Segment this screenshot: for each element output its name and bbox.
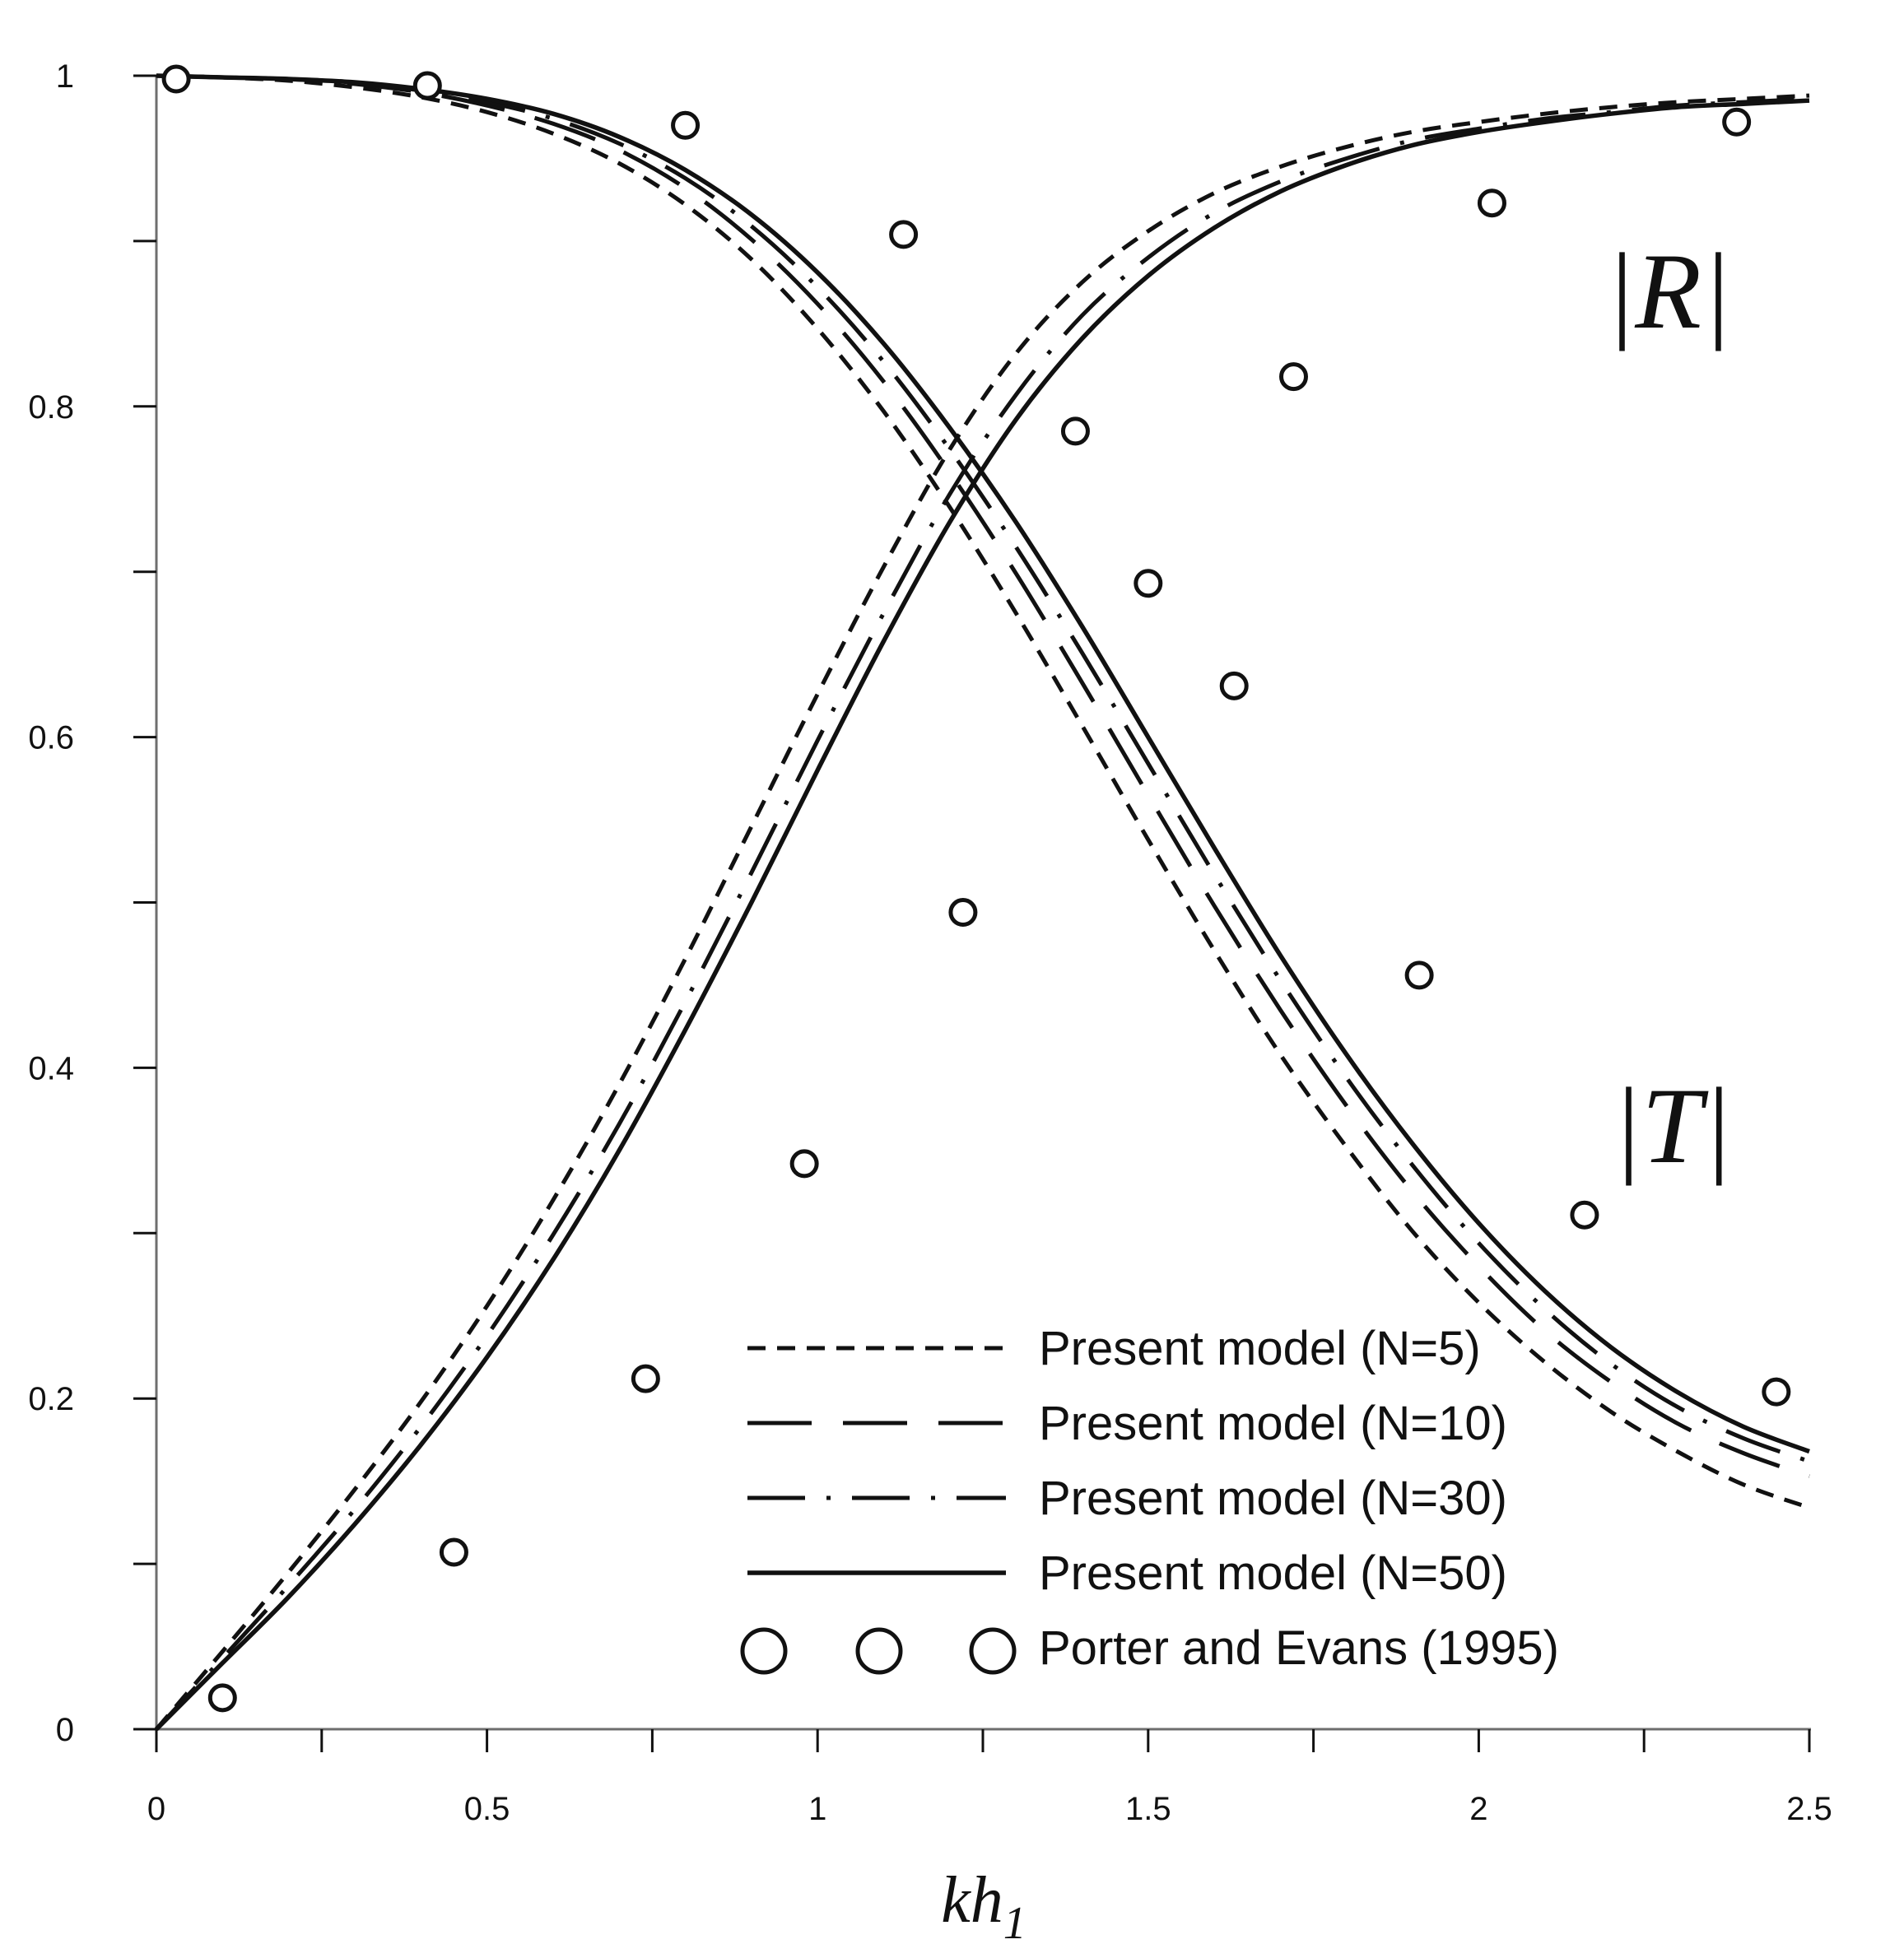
legend-marker xyxy=(740,1627,788,1675)
data-point-marker xyxy=(412,71,442,100)
series-line-r-1 xyxy=(156,73,1810,1510)
data-point-marker xyxy=(1060,416,1090,446)
legend-item: Present model (N=5) xyxy=(747,1322,1481,1375)
series-line-r-3 xyxy=(156,73,1810,1463)
curves xyxy=(155,73,1810,1731)
data-point-marker xyxy=(1477,188,1506,218)
legend-label: Porter and Evans (1995) xyxy=(1039,1621,1559,1675)
data-point-marker xyxy=(889,220,919,249)
markers xyxy=(161,64,1791,1713)
legend-label: Present model (N=5) xyxy=(1039,1322,1481,1375)
data-point-marker xyxy=(1762,1377,1791,1407)
data-point-marker xyxy=(439,1537,468,1567)
legend-item: Present model (N=30) xyxy=(747,1472,1507,1525)
series-line-r-4 xyxy=(156,73,1810,1454)
y-tick-label: 0.6 xyxy=(28,720,74,756)
data-point-marker xyxy=(207,1683,237,1713)
curve-label-t: |T| xyxy=(1612,1065,1732,1186)
series-line-t-1 xyxy=(155,93,1810,1731)
legend-label: Present model (N=30) xyxy=(1039,1472,1507,1525)
axes: 0 0.5 1 1.5 2 2.5 0 0.2 0.4 0.6 0.8 1 xyxy=(28,58,1832,1827)
series-line-t-3 xyxy=(155,96,1810,1731)
data-point-marker xyxy=(948,898,978,928)
legend-item: Present model (N=10) xyxy=(747,1397,1507,1450)
legend: Present model (N=5) Present model (N=10) P… xyxy=(740,1322,1559,1675)
series-line-t-4 xyxy=(155,98,1810,1731)
legend-marker xyxy=(969,1627,1017,1675)
x-tick-label: 0.5 xyxy=(464,1791,510,1827)
data-point-marker xyxy=(1219,671,1249,700)
x-axis-title: kh1 xyxy=(941,1864,1026,1949)
data-point-marker xyxy=(1404,960,1434,990)
x-tick-label: 1.5 xyxy=(1125,1791,1171,1827)
data-point-marker xyxy=(1134,569,1163,598)
y-tick-label: 0.4 xyxy=(28,1050,74,1086)
legend-label: Present model (N=50) xyxy=(1039,1546,1507,1600)
x-tick-label: 0 xyxy=(147,1791,165,1827)
data-point-marker xyxy=(631,1364,660,1393)
data-point-marker xyxy=(671,110,701,140)
curve-label-r: |R| xyxy=(1605,230,1731,351)
y-tick-label: 0.8 xyxy=(28,389,74,426)
data-point-marker xyxy=(1722,107,1752,137)
data-point-marker xyxy=(789,1149,819,1179)
data-point-marker xyxy=(1570,1200,1599,1230)
legend-item: Present model (N=50) xyxy=(747,1546,1507,1600)
legend-marker xyxy=(855,1627,903,1675)
y-tick-label: 0.2 xyxy=(28,1381,74,1417)
x-tick-label: 1 xyxy=(808,1791,826,1827)
x-tick-label: 2 xyxy=(1469,1791,1487,1827)
y-tick-label: 1 xyxy=(56,58,74,95)
data-point-marker xyxy=(1279,362,1309,392)
x-tick-label: 2.5 xyxy=(1786,1791,1832,1827)
series-line-r-2 xyxy=(156,73,1810,1478)
legend-label: Present model (N=10) xyxy=(1039,1397,1507,1450)
data-point-marker xyxy=(161,64,191,94)
y-tick-label: 0 xyxy=(56,1712,74,1748)
legend-item: Porter and Evans (1995) xyxy=(740,1621,1559,1675)
